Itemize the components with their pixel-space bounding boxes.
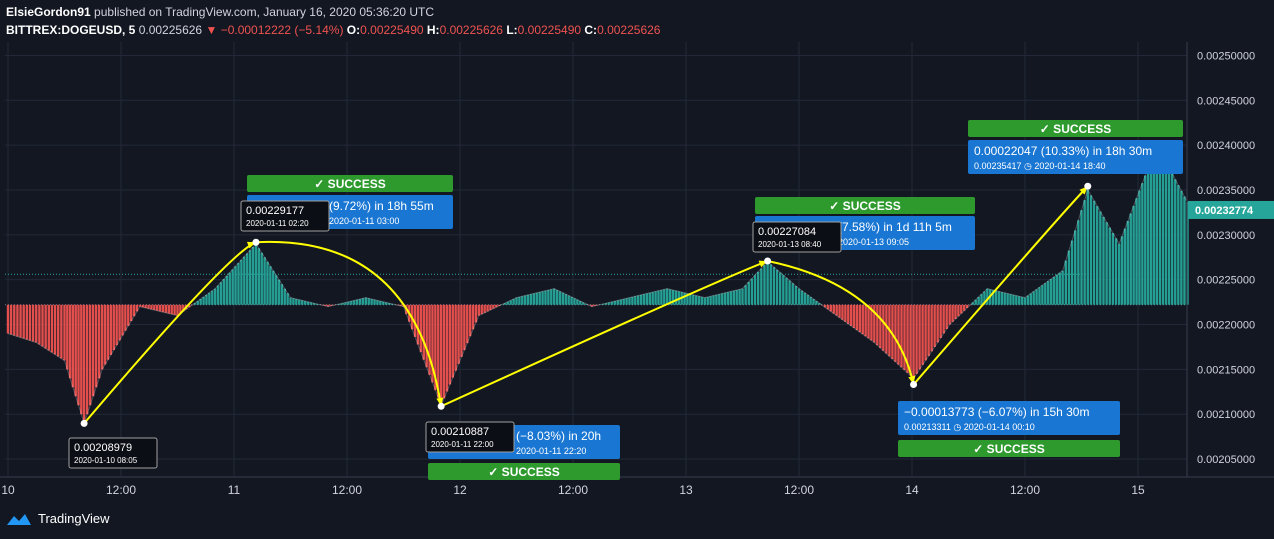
author-name[interactable]: ElsieGordon91 xyxy=(6,5,91,19)
publish-info: ElsieGordon91 published on TradingView.c… xyxy=(6,5,434,19)
x-tick-label: 15 xyxy=(1131,483,1145,497)
low-value: 0.00225490 xyxy=(517,23,582,37)
anno2-price-tag xyxy=(425,421,515,453)
close-label: C: xyxy=(584,23,598,37)
y-tick-label: 0.00230000 xyxy=(1197,230,1255,242)
anno2-time: 2020-01-11 22:00 xyxy=(431,440,494,449)
y-tick-label: 0.00245000 xyxy=(1197,95,1255,107)
x-tick-label: 12 xyxy=(453,483,467,497)
anno5-success-badge xyxy=(968,120,1183,137)
anno1-price-tag xyxy=(240,200,330,232)
pivot-point xyxy=(80,419,88,427)
anno1-result: (9.72%) in 18h 55m xyxy=(329,199,434,213)
anno1-success-badge xyxy=(247,175,453,192)
anno4-success-label: ✓ SUCCESS xyxy=(973,442,1044,456)
pivot-point xyxy=(764,257,772,265)
anno4-box xyxy=(898,401,1120,435)
anno2-end: 2020-01-11 22:20 xyxy=(516,446,586,456)
y-tick-label: 0.00250000 xyxy=(1197,50,1255,62)
trend-arrow xyxy=(767,260,915,385)
down-arrow-icon: ▼ xyxy=(205,23,218,37)
pivot-point xyxy=(910,381,918,389)
anno1-price: 0.00229177 xyxy=(246,205,304,217)
y-tick-label: 0.00235000 xyxy=(1197,185,1255,197)
y-tick-label: 0.00240000 xyxy=(1197,140,1255,152)
y-tick-label: 0.00220000 xyxy=(1197,320,1255,332)
anno0-price: 0.00208979 xyxy=(74,442,132,454)
anno3-success-badge xyxy=(755,197,975,214)
axes: 0.00250000 0.00245000 0.00240000 0.00235000… xyxy=(0,42,1274,497)
tradingview-logo[interactable]: TradingView xyxy=(6,511,110,526)
anno3-success-label: ✓ SUCCESS xyxy=(829,199,900,213)
x-tick-label: 12:00 xyxy=(332,483,362,497)
trend-arrow xyxy=(912,185,1089,386)
x-tick-label: 14 xyxy=(905,483,919,497)
anno3-price-tag xyxy=(752,221,842,253)
anno4-success-badge xyxy=(898,440,1120,457)
y-tick-label: 0.00210000 xyxy=(1197,409,1255,421)
current-price-label: 0.00232774 xyxy=(1195,205,1254,217)
x-tick-label: 12:00 xyxy=(784,483,814,497)
brand-name: TradingView xyxy=(38,511,110,526)
anno4-result: −0.00013773 (−6.07%) in 15h 30m xyxy=(904,405,1089,419)
anno0-price-tag xyxy=(68,437,158,469)
open-label: O: xyxy=(346,23,361,37)
open-value: 0.00225490 xyxy=(360,23,424,37)
anno2-success-badge xyxy=(428,463,620,480)
high-label: H: xyxy=(426,23,440,37)
x-tick-label: 11 xyxy=(228,483,241,497)
price-series xyxy=(6,143,1192,425)
anno5-box xyxy=(968,140,1183,174)
series-line xyxy=(7,143,1192,425)
pivot-point xyxy=(1084,182,1092,190)
current-price-tag xyxy=(1188,200,1274,219)
x-tick-label: 13 xyxy=(679,483,693,497)
anno2-success-label: ✓ SUCCESS xyxy=(488,465,559,479)
low-label: L: xyxy=(506,23,518,37)
close-value: 0.00225626 xyxy=(597,23,661,37)
pivot-point xyxy=(437,402,445,410)
symbol-label[interactable]: BITTREX:DOGEUSD, 5 xyxy=(6,23,136,37)
high-value: 0.00225626 xyxy=(439,23,503,37)
y-tick-label: 0.00215000 xyxy=(1197,364,1255,376)
annotations: ✓ SUCCESS (9.72%) in 18h 55m 2020-01-11 03… xyxy=(68,120,1183,480)
anno2-price: 0.00210887 xyxy=(431,426,489,438)
anno5-success-label: ✓ SUCCESS xyxy=(1040,122,1111,136)
anno1-end: 2020-01-11 03:00 xyxy=(329,216,399,226)
anno3-price: 0.00227084 xyxy=(758,226,816,238)
anno3-end: 2020-01-13 09:05 xyxy=(838,237,909,247)
pivot-point xyxy=(252,238,260,246)
anno2-result: (−8.03%) in 20h xyxy=(516,429,601,443)
trend-arrow xyxy=(440,260,768,408)
publish-text: published on TradingView.com, January 16… xyxy=(94,5,435,19)
anno3-result: (7.58%) in 1d 11h 5m xyxy=(838,220,952,234)
anno1-success-label: ✓ SUCCESS xyxy=(314,177,385,191)
anno3-time: 2020-01-13 08:40 xyxy=(758,240,822,249)
tradingview-icon xyxy=(7,513,31,525)
anno5-end: 0.00235417 ◷ 2020-01-14 18:40 xyxy=(974,161,1105,171)
anno1-time: 2020-01-11 02:20 xyxy=(246,219,309,228)
last-price: 0.00225626 xyxy=(138,23,203,37)
grid xyxy=(5,42,1187,477)
trend-arrow xyxy=(83,241,257,425)
price-change: −0.00012222 (−5.14%) xyxy=(220,23,344,37)
x-tick-label: 12:00 xyxy=(1010,483,1040,497)
x-tick-label: 12:00 xyxy=(106,483,136,497)
anno0-time: 2020-01-10 08:05 xyxy=(74,456,138,465)
trend-arrow xyxy=(255,240,443,407)
x-tick-label: 12:00 xyxy=(558,483,588,497)
anno5-result: 0.00022047 (10.33%) in 18h 30m xyxy=(974,144,1152,158)
x-tick-label: 10 xyxy=(1,483,15,497)
y-tick-label: 0.00205000 xyxy=(1197,454,1255,466)
y-tick-label: 0.00225000 xyxy=(1197,275,1255,287)
anno4-end: 0.00213311 ◷ 2020-01-14 00:10 xyxy=(904,422,1035,432)
ohlc-bar: BITTREX:DOGEUSD, 5 0.00225626 ▼ −0.00012… xyxy=(6,23,660,37)
